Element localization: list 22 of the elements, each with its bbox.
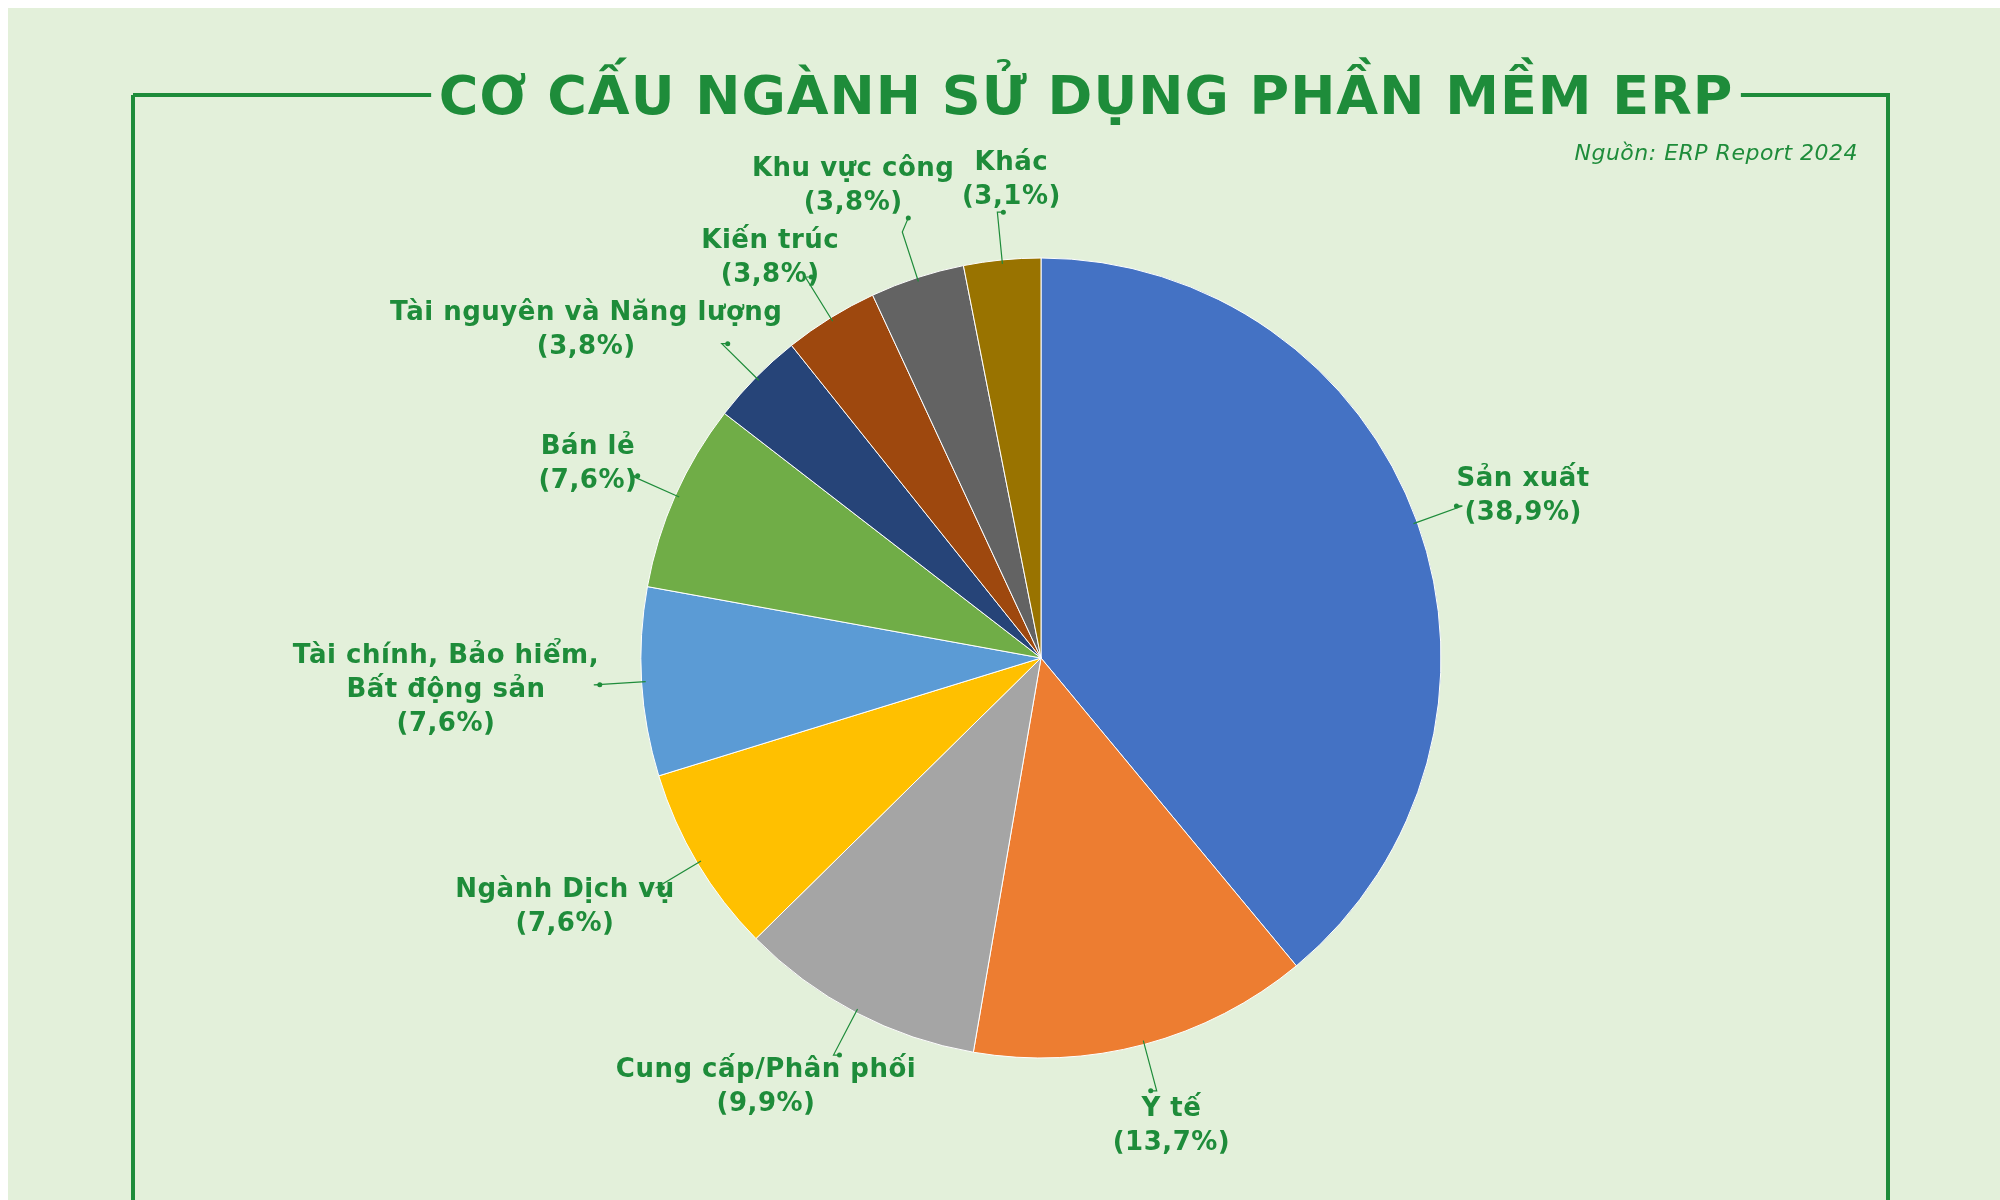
data-label: (38,9%): [1464, 496, 1582, 527]
slice-label: Ngành Dịch vụ: [455, 873, 675, 904]
text: Nguồn: ERP Report 2024: [1574, 140, 1858, 165]
slice-label: Khác: [974, 146, 1049, 177]
slice-label: Tài nguyên và Năng lượng: [390, 295, 783, 326]
data-label: (3,8%): [536, 329, 636, 360]
chart-title: CƠ CẤU NGÀNH SỬ DỤNG PHẦN MỀM ERP: [438, 57, 1734, 127]
data-label: (13,7%): [1112, 1125, 1231, 1156]
slice-label: Tài chính, Bảo hiểm, Bất động sản: [292, 636, 600, 703]
data-label: (7,6%): [538, 464, 638, 495]
data-label: (3,8%): [803, 185, 903, 216]
data-label: (9,9%): [716, 1087, 816, 1118]
slice-label: Cung cấp/Phân phối: [615, 1053, 917, 1084]
data-label: (7,6%): [515, 907, 615, 938]
data-label: (7,6%): [396, 706, 496, 737]
data-label: (3,1%): [961, 180, 1061, 211]
slice-label: Khu vực công: [751, 151, 955, 182]
slice-label: Sản xuất: [1456, 462, 1590, 493]
slice-label: Bán lẻ: [540, 430, 636, 461]
slice-label: Kiến trúc: [701, 223, 840, 254]
data-label: (3,8%): [720, 257, 820, 288]
slice-label: Y tế: [1140, 1091, 1202, 1122]
